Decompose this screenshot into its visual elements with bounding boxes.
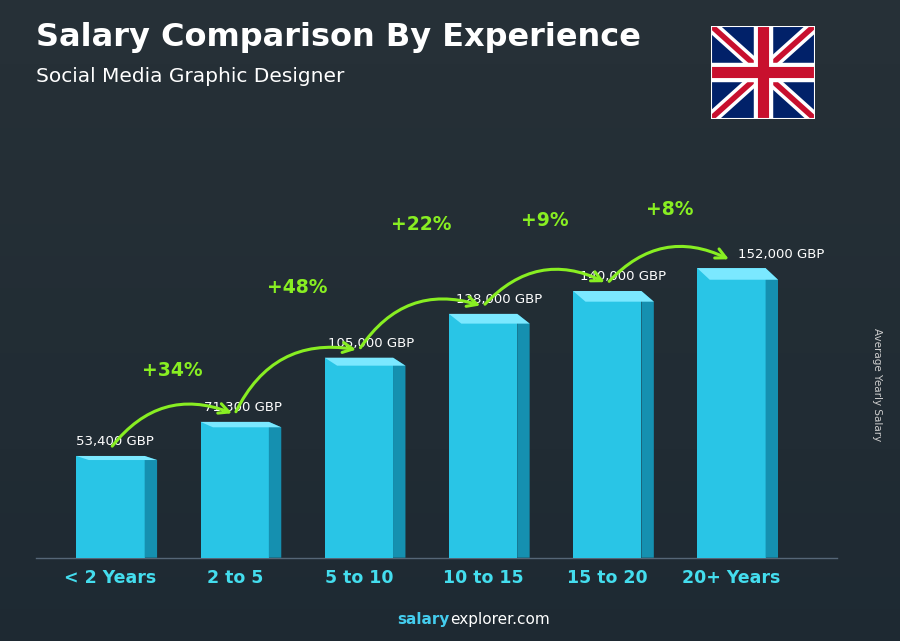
- Polygon shape: [518, 314, 529, 558]
- Bar: [573, 291, 642, 558]
- Text: explorer.com: explorer.com: [450, 612, 550, 627]
- Text: 140,000 GBP: 140,000 GBP: [580, 271, 666, 283]
- Bar: [0, 609, 900, 641]
- Text: +9%: +9%: [521, 211, 569, 230]
- Text: +34%: +34%: [142, 361, 202, 380]
- Bar: [0, 320, 900, 353]
- Polygon shape: [766, 268, 778, 558]
- Polygon shape: [449, 314, 529, 324]
- Text: +48%: +48%: [266, 278, 327, 297]
- Bar: [0, 353, 900, 385]
- Bar: [0, 32, 900, 64]
- Bar: [698, 268, 766, 558]
- Polygon shape: [573, 291, 653, 302]
- Text: 152,000 GBP: 152,000 GBP: [738, 247, 824, 260]
- Bar: [0, 224, 900, 256]
- Text: 53,400 GBP: 53,400 GBP: [76, 435, 154, 448]
- Text: Social Media Graphic Designer: Social Media Graphic Designer: [36, 67, 345, 87]
- Polygon shape: [698, 268, 778, 279]
- Bar: [0, 128, 900, 160]
- Bar: [325, 358, 393, 558]
- Bar: [0, 481, 900, 513]
- Bar: [76, 456, 145, 558]
- Text: 71,300 GBP: 71,300 GBP: [203, 401, 282, 414]
- Bar: [0, 288, 900, 320]
- Bar: [0, 449, 900, 481]
- Bar: [0, 192, 900, 224]
- Bar: [449, 314, 518, 558]
- Bar: [0, 545, 900, 577]
- Polygon shape: [269, 422, 282, 558]
- Bar: [0, 417, 900, 449]
- Polygon shape: [325, 358, 406, 365]
- Bar: [0, 577, 900, 609]
- Text: salary: salary: [398, 612, 450, 627]
- Polygon shape: [642, 291, 653, 558]
- Text: 128,000 GBP: 128,000 GBP: [455, 293, 542, 306]
- Text: 105,000 GBP: 105,000 GBP: [328, 337, 414, 350]
- Bar: [0, 64, 900, 96]
- Bar: [0, 96, 900, 128]
- Bar: [0, 385, 900, 417]
- Bar: [201, 422, 269, 558]
- Bar: [0, 160, 900, 192]
- Text: Average Yearly Salary: Average Yearly Salary: [872, 328, 883, 441]
- Polygon shape: [393, 358, 406, 558]
- Bar: [0, 0, 900, 32]
- Text: Salary Comparison By Experience: Salary Comparison By Experience: [36, 22, 641, 53]
- Polygon shape: [76, 456, 158, 460]
- Polygon shape: [145, 456, 158, 558]
- Bar: [0, 513, 900, 545]
- Polygon shape: [201, 422, 282, 428]
- Text: +8%: +8%: [645, 199, 693, 219]
- Bar: [0, 256, 900, 288]
- Text: +22%: +22%: [391, 215, 451, 234]
